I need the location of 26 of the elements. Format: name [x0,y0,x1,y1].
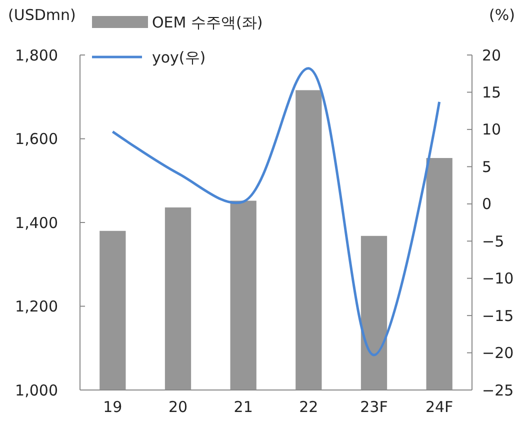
y2-tick-label: 0 [482,195,492,214]
y2-axis-title: (%) [489,6,515,24]
y2-tick-label: 15 [482,83,502,102]
y-tick-label: 1,400 [15,214,58,232]
y2-tick-label: 5 [482,158,492,176]
x-tick-label: 19 [103,398,122,416]
y-tick-label: 1,600 [15,130,58,148]
x-tick-label: 23F [360,398,388,416]
y2-tick-label: −10 [482,270,514,288]
y-axis-title: (USDmn) [8,6,76,24]
y2-tick-label: 20 [482,46,502,64]
legend-label: OEM 수주액(좌) [152,13,263,32]
y-tick-label: 1,800 [15,46,58,64]
y2-tick-label: −15 [482,306,514,325]
x-tick-label: 21 [234,398,253,416]
line-series [111,67,441,356]
legend-label: yoy(우) [152,48,206,66]
x-tick-label: 22 [299,398,318,416]
y2-tick-label: 10 [482,120,502,139]
y-tick-label: 1,200 [15,298,58,316]
y-tick-label: 1,000 [15,381,58,400]
x-tick-label: 24F [425,398,454,416]
y2-tick-label: −20 [482,344,514,362]
x-tick-label: 20 [168,398,188,416]
y2-tick-label: −5 [482,232,504,250]
y2-tick-label: −25 [482,381,514,400]
